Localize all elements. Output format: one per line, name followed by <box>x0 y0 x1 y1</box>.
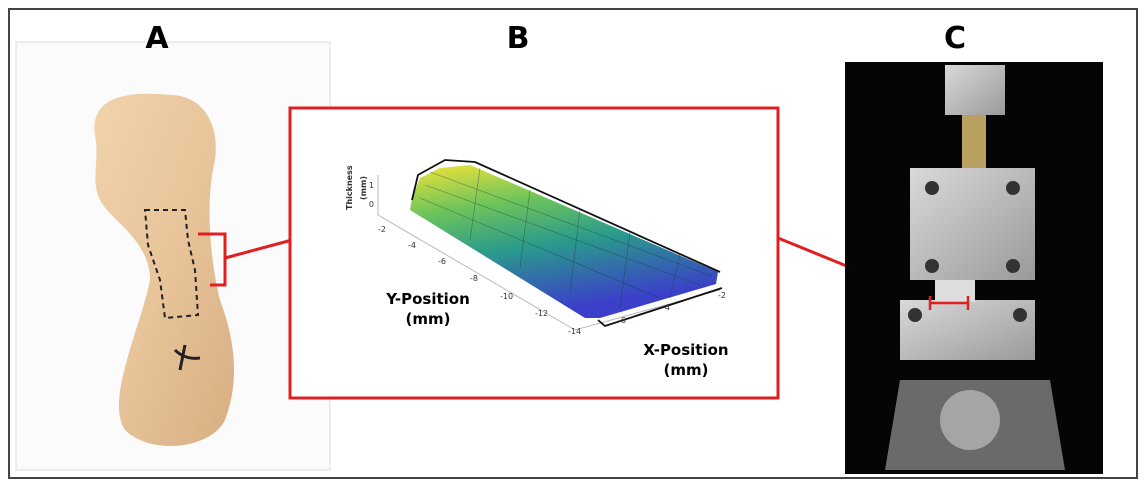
specimen <box>935 280 975 302</box>
panel-label: C <box>944 21 966 56</box>
dogbone-outline <box>143 209 200 320</box>
z-tick: 1 <box>369 181 374 190</box>
y-tick: -12 <box>535 309 548 318</box>
machine-knob <box>940 390 1000 450</box>
y-tick: -4 <box>408 241 416 250</box>
ink-mark <box>173 344 201 371</box>
surface <box>410 165 718 318</box>
y-tick: -10 <box>500 292 513 301</box>
clamp-top <box>945 65 1005 115</box>
rod <box>962 115 986 170</box>
x-tick: -6 <box>618 316 626 325</box>
bracket-c <box>928 296 970 310</box>
y-label: Y-Position (mm) <box>385 290 470 328</box>
bolts <box>908 181 1027 322</box>
surface-outline <box>411 159 723 328</box>
z-label: Thickness (mm) <box>345 165 368 210</box>
y-tick: -2 <box>378 225 386 234</box>
x-label: X-Position (mm) <box>643 341 728 379</box>
surface-mesh <box>419 167 713 309</box>
plot-axes <box>377 214 721 331</box>
y-tick: -14 <box>568 327 581 336</box>
x-tick: -2 <box>718 291 726 300</box>
y-tick: -6 <box>438 257 446 266</box>
x-tick: -4 <box>662 303 670 312</box>
y-tick: -8 <box>470 274 478 283</box>
z-tick: 0 <box>369 200 374 209</box>
panel-label: A <box>145 21 169 56</box>
bracket-a <box>198 232 293 287</box>
panel-label: B <box>507 21 530 56</box>
